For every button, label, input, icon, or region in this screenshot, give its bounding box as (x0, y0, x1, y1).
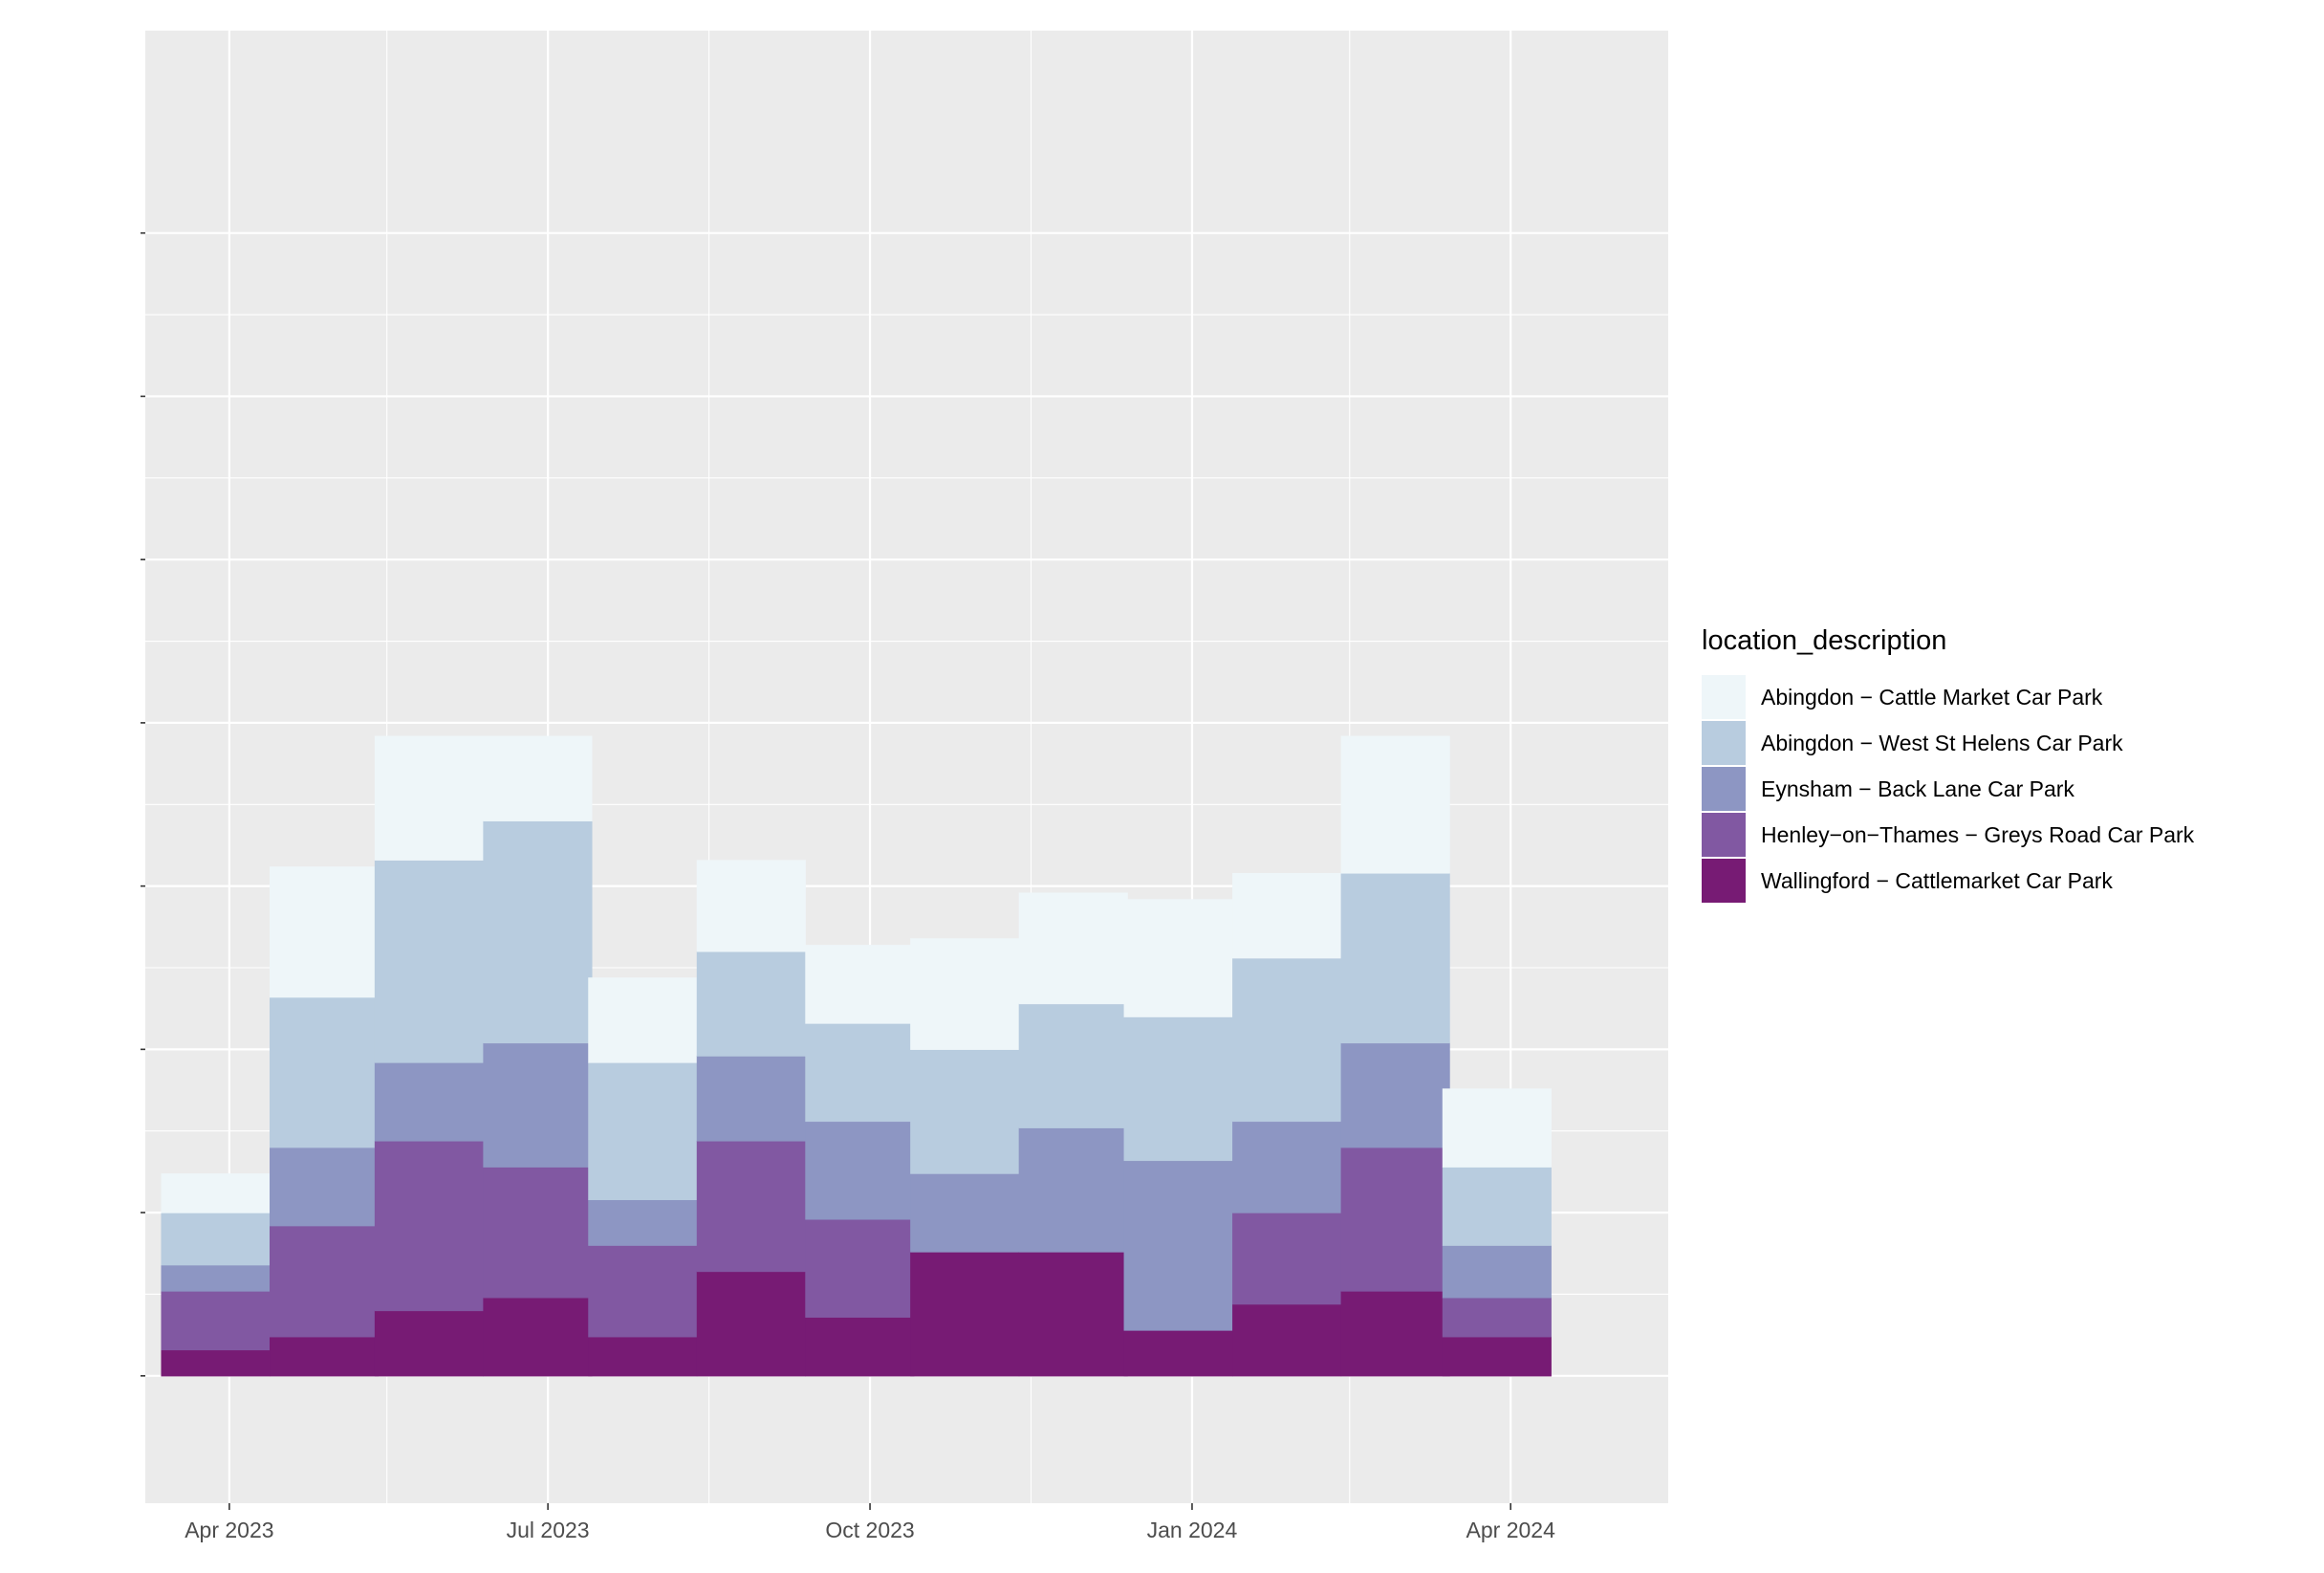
bar-segment-3-12 (1442, 1167, 1552, 1246)
bar-segment-3-7 (910, 1049, 1020, 1174)
bar-segment-3-3 (483, 820, 593, 1044)
bar-segment-0-11 (1340, 1291, 1450, 1377)
bar-segment-3-4 (588, 1062, 698, 1201)
bar-segment-1-4 (588, 1245, 698, 1338)
bar-segment-2-8 (1018, 1127, 1128, 1253)
legend-item: Wallingford − Cattlemarket Car Park (1702, 858, 2194, 904)
bar-segment-0-2 (374, 1310, 484, 1377)
bar-segment-0-9 (1123, 1330, 1233, 1377)
legend-item: Abingdon − Cattle Market Car Park (1702, 674, 2194, 720)
y-axis-ticks (141, 231, 145, 1377)
bar-segment-2-4 (588, 1199, 698, 1246)
legend-key (1702, 859, 1746, 903)
bar-segment-1-0 (161, 1291, 271, 1351)
legend-items: Abingdon − Cattle Market Car Park Abingdo… (1702, 674, 2194, 904)
legend-label: Abingdon − West St Helens Car Park (1761, 730, 2123, 755)
legend-item: Henley−on−Thames − Greys Road Car Park (1702, 812, 2194, 858)
bar-segment-0-4 (588, 1336, 698, 1377)
bar-segment-2-2 (374, 1062, 484, 1142)
legend-label: Wallingford − Cattlemarket Car Park (1761, 867, 2113, 893)
bar-segment-2-7 (910, 1173, 1020, 1253)
bar-segment-1-2 (374, 1140, 484, 1312)
bar-segment-2-5 (696, 1056, 806, 1142)
bar-segment-4-4 (588, 977, 698, 1063)
bar-segment-0-12 (1442, 1336, 1552, 1377)
legend-label: Eynsham − Back Lane Car Park (1761, 776, 2074, 801)
x-tick-label: Jan 2024 (1147, 1518, 1238, 1542)
legend-key (1702, 767, 1746, 811)
bar-segment-0-7 (910, 1252, 1020, 1377)
bar-segment-0-6 (805, 1317, 915, 1377)
bars (161, 735, 1552, 1377)
legend-label: Abingdon − Cattle Market Car Park (1761, 684, 2103, 710)
bar-segment-3-0 (161, 1213, 271, 1266)
legend-key (1702, 675, 1746, 719)
legend-title: location_description (1702, 625, 1947, 656)
bar-segment-4-0 (161, 1173, 271, 1213)
bar-segment-3-10 (1232, 957, 1342, 1123)
bar-segment-1-3 (483, 1167, 593, 1299)
bar-segment-1-10 (1232, 1213, 1342, 1305)
bar-segment-2-6 (805, 1121, 915, 1220)
bar-segment-0-8 (1018, 1252, 1128, 1377)
bar-segment-2-0 (161, 1264, 271, 1292)
legend-key (1702, 813, 1746, 857)
legend-item: Abingdon − West St Helens Car Park (1702, 720, 2194, 766)
bar-segment-3-11 (1340, 872, 1450, 1044)
bar-segment-0-1 (270, 1336, 380, 1377)
x-tick-label: Apr 2024 (1466, 1518, 1556, 1542)
bar-segment-0-10 (1232, 1303, 1342, 1377)
bar-segment-1-5 (696, 1140, 806, 1273)
legend-key (1702, 721, 1746, 765)
legend: location_description Abingdon − Cattle M… (1702, 625, 2194, 904)
bar-segment-2-12 (1442, 1245, 1552, 1299)
bar-segment-1-11 (1340, 1147, 1450, 1292)
bar-segment-3-5 (696, 950, 806, 1057)
bar-segment-2-11 (1340, 1042, 1450, 1148)
bar-segment-4-5 (696, 860, 806, 952)
x-axis-ticks (228, 1503, 1512, 1510)
bar-segment-4-7 (910, 938, 1020, 1050)
bar-segment-3-1 (270, 996, 380, 1148)
bar-segment-1-6 (805, 1218, 915, 1318)
x-tick-label: Apr 2023 (185, 1518, 273, 1542)
bar-segment-0-3 (483, 1297, 593, 1377)
legend-item: Eynsham − Back Lane Car Park (1702, 766, 2194, 812)
bar-segment-4-1 (270, 866, 380, 998)
bar-segment-4-11 (1340, 735, 1450, 874)
bar-segment-2-9 (1123, 1160, 1233, 1331)
bar-segment-2-1 (270, 1147, 380, 1227)
bar-segment-0-0 (161, 1349, 271, 1377)
bar-segment-4-3 (483, 735, 593, 821)
bar-segment-4-9 (1123, 899, 1233, 1017)
bar-segment-0-5 (696, 1271, 806, 1377)
legend-label: Henley−on−Thames − Greys Road Car Park (1761, 821, 2195, 847)
x-axis-labels: Apr 2023 Jul 2023 Oct 2023 Jan 2024 Apr 2024 (185, 1518, 1555, 1542)
bar-segment-4-12 (1442, 1088, 1552, 1168)
x-tick-label: Oct 2023 (825, 1518, 914, 1542)
bar-segment-3-2 (374, 860, 484, 1063)
bar-segment-3-8 (1018, 1003, 1128, 1128)
bar-segment-1-12 (1442, 1297, 1552, 1338)
x-tick-label: Jul 2023 (507, 1518, 590, 1542)
bar-segment-3-6 (805, 1023, 915, 1123)
bar-segment-1-1 (270, 1225, 380, 1338)
bar-segment-4-10 (1232, 872, 1342, 959)
bar-segment-2-3 (483, 1042, 593, 1168)
bar-segment-4-2 (374, 735, 484, 861)
bar-segment-3-9 (1123, 1016, 1233, 1162)
bar-segment-2-10 (1232, 1121, 1342, 1213)
bar-segment-4-8 (1018, 892, 1128, 1005)
bar-segment-4-6 (805, 945, 915, 1024)
